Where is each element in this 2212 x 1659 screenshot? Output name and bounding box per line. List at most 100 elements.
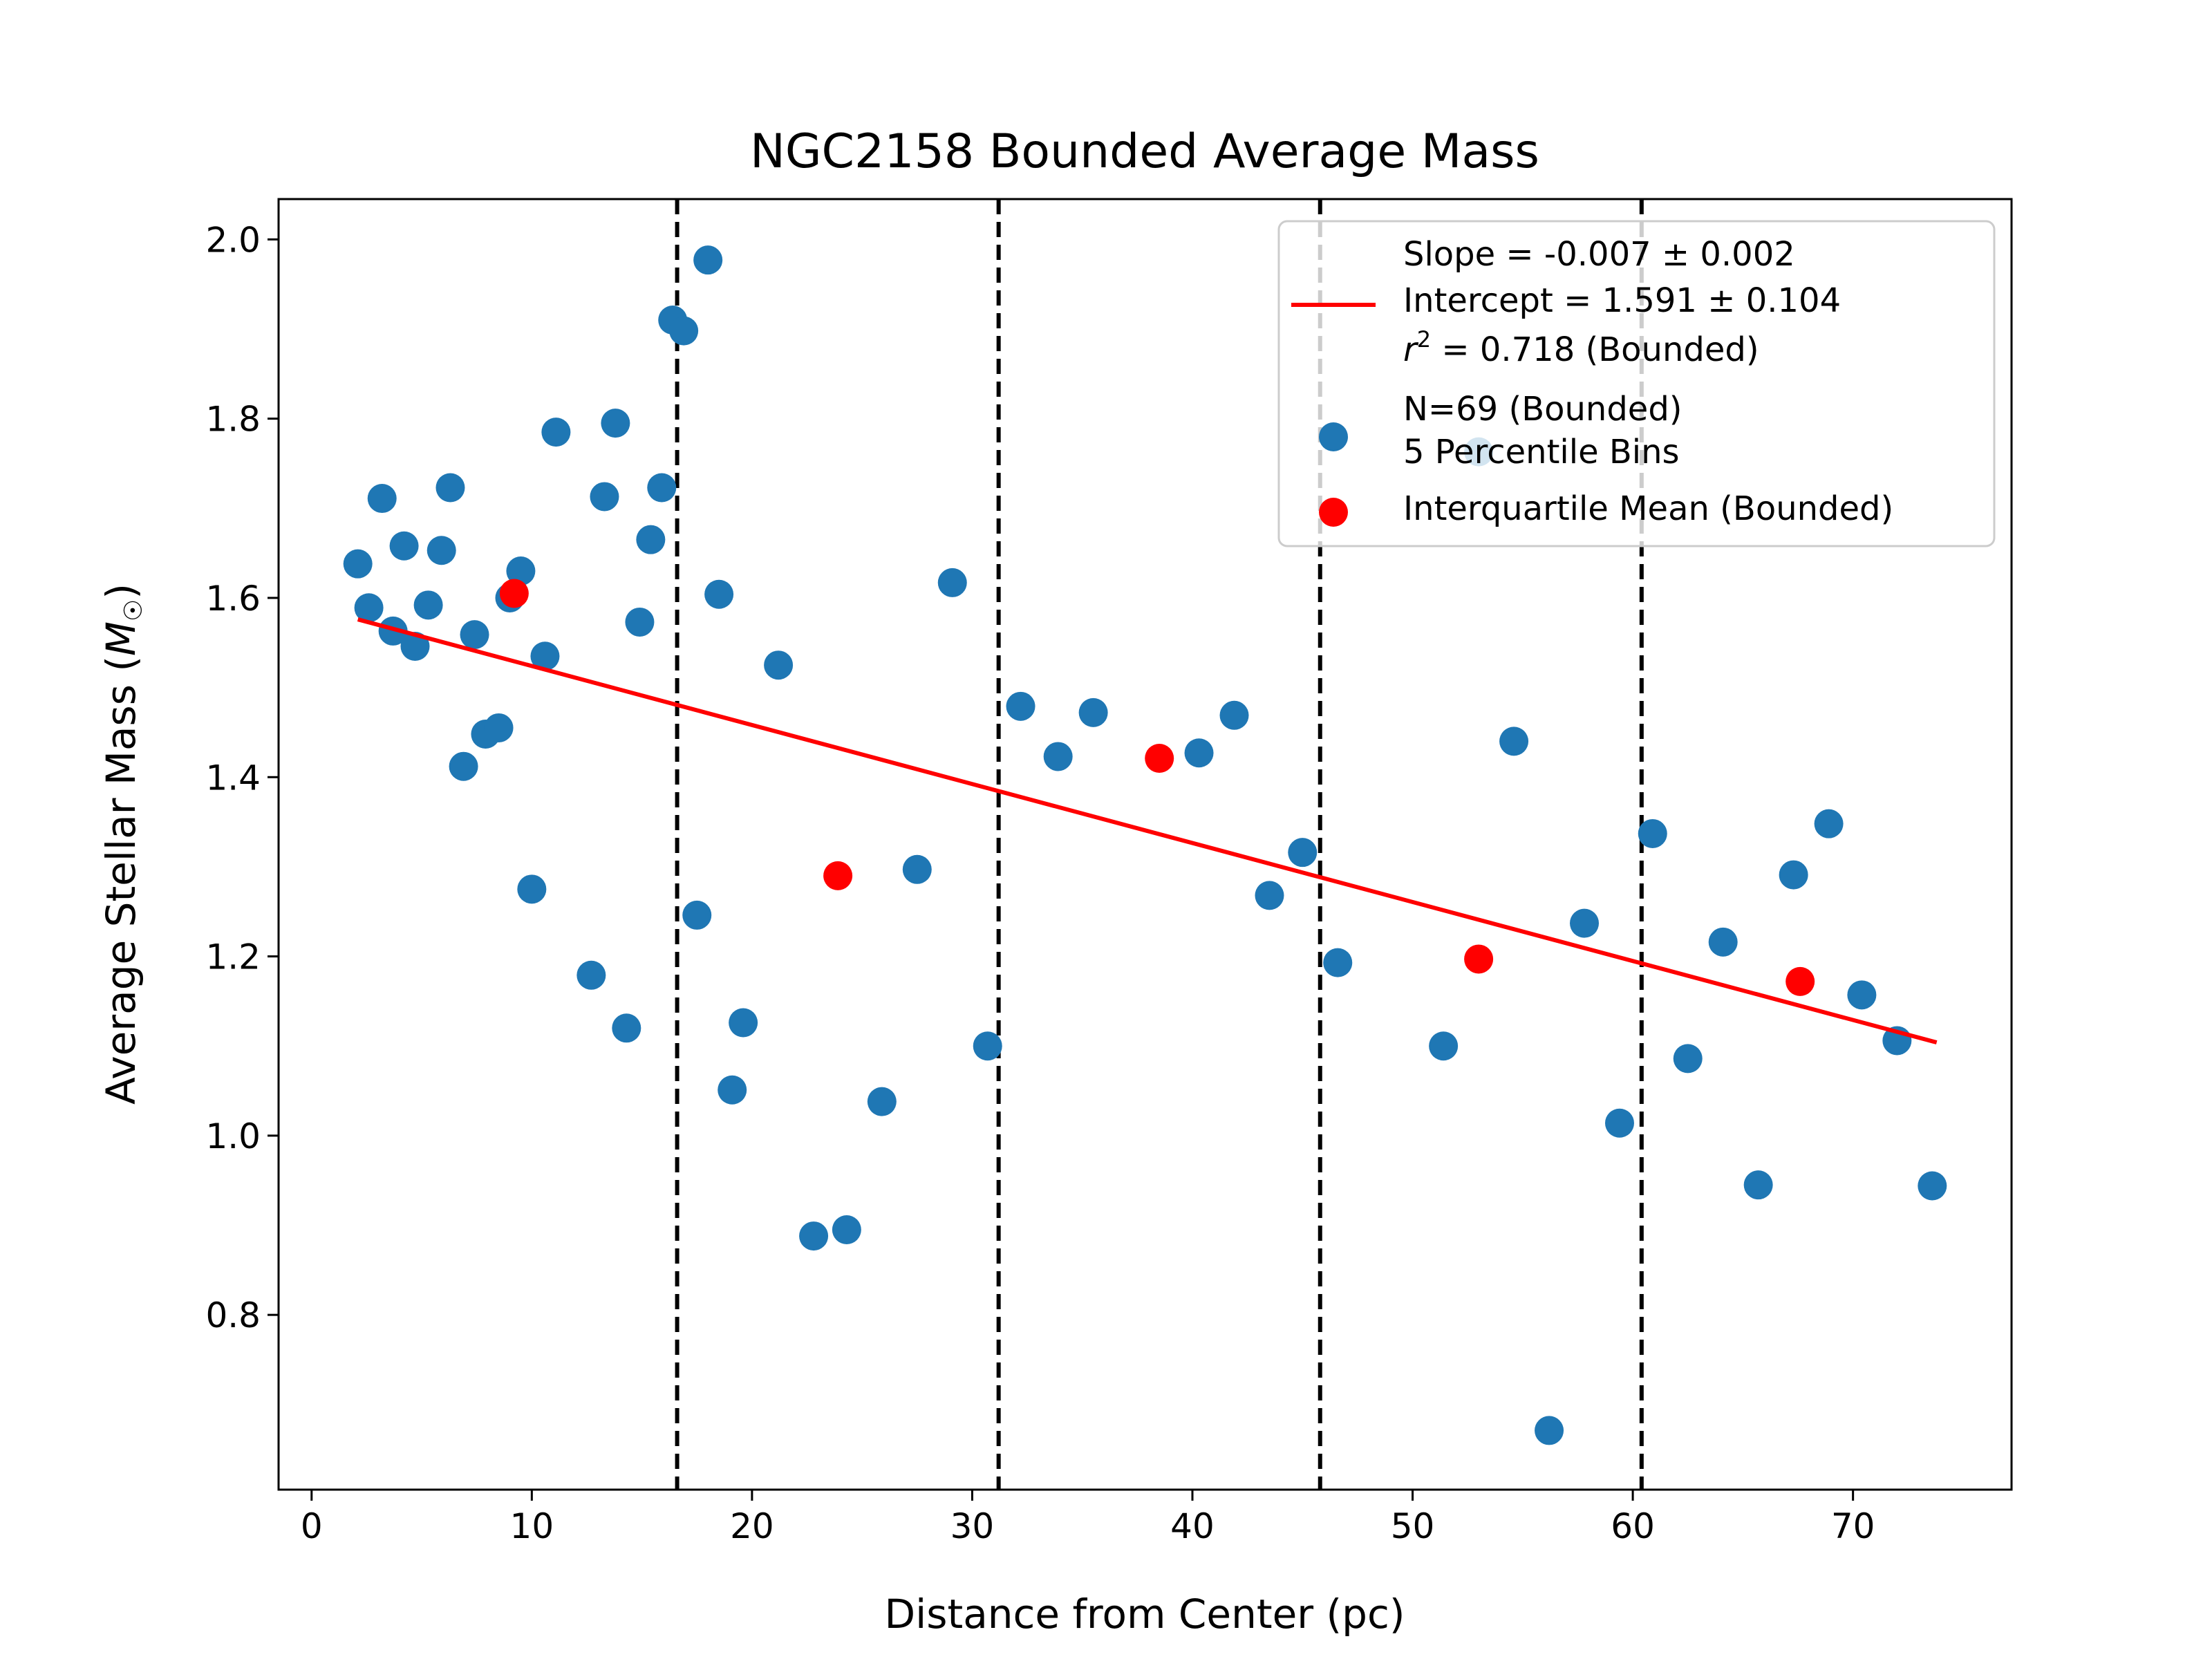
data-point: [867, 1087, 897, 1116]
y-axis-label: Average Stellar Mass (M☉): [97, 583, 148, 1105]
data-point: [937, 568, 967, 597]
x-axis-ticks: 0 10 20 30 40 50 60 70: [301, 1490, 1875, 1546]
plot-frame: [277, 198, 2013, 1491]
data-point: [1078, 697, 1108, 727]
data-point: [1918, 1171, 1947, 1201]
data-point: [612, 1013, 641, 1043]
y-tick-label: 1.2: [205, 937, 261, 977]
data-point: [647, 473, 677, 503]
data-point: [1570, 908, 1600, 938]
x-tick-label: 60: [1611, 1506, 1655, 1546]
data-point: [1255, 881, 1284, 910]
data-point: [625, 607, 655, 637]
data-point: [541, 418, 571, 447]
data-point: [636, 525, 666, 554]
data-point: [413, 590, 443, 620]
legend-points-count: N=69 (Bounded): [1403, 390, 1683, 429]
legend-means-swatch: [1319, 498, 1348, 527]
data-point: [682, 900, 712, 930]
data-point: [902, 854, 932, 884]
legend-fit-r2: r2 = 0.718 (Bounded): [1403, 326, 1759, 369]
y-tick-label: 1.8: [205, 400, 261, 440]
data-point: [1288, 838, 1318, 868]
data-point: [590, 482, 619, 512]
x-tick-label: 40: [1170, 1506, 1215, 1546]
y-tick-label: 1.0: [205, 1116, 261, 1156]
data-point: [435, 473, 465, 503]
legend-points-swatch: [1319, 422, 1348, 451]
data-point: [506, 556, 536, 586]
y-axis-label-symbol: M: [97, 621, 144, 656]
chart-title: NGC2158 Bounded Average Mass: [750, 124, 1539, 179]
data-point: [449, 751, 478, 781]
legend-r2-value: = 0.718 (Bounded): [1431, 330, 1759, 369]
x-axis-label: Distance from Center (pc): [884, 1591, 1405, 1638]
data-point: [718, 1075, 747, 1105]
legend-fit-intercept: Intercept = 1.591 ± 0.104: [1403, 281, 1841, 320]
data-point: [1323, 948, 1353, 977]
interquartile-means: [499, 579, 1815, 996]
legend: Slope = -0.007 ± 0.002 Intercept = 1.591…: [1277, 220, 1996, 547]
legend-fit-slope: Slope = -0.007 ± 0.002: [1403, 235, 1795, 274]
x-tick-label: 30: [950, 1506, 995, 1546]
y-tick-label: 1.6: [205, 579, 261, 619]
data-point: [1184, 738, 1214, 768]
y-axis-label-close: ): [97, 583, 144, 599]
mean-point: [499, 579, 529, 608]
data-point: [704, 579, 734, 609]
data-point: [764, 650, 794, 680]
data-point: [1847, 980, 1877, 1010]
x-tick-label: 0: [301, 1506, 323, 1546]
data-point: [400, 631, 430, 661]
data-point: [460, 620, 489, 650]
y-axis-label-main: Average Stellar Mass (: [97, 656, 144, 1105]
x-tick-label: 20: [730, 1506, 774, 1546]
data-point: [1604, 1108, 1634, 1138]
data-point: [1673, 1044, 1703, 1074]
mean-point: [823, 861, 853, 890]
data-point: [517, 874, 547, 904]
fit-line: [357, 617, 1938, 1044]
data-point: [1814, 809, 1844, 838]
data-point: [577, 960, 606, 990]
data-point: [530, 641, 560, 671]
data-point: [669, 316, 699, 346]
data-point: [1006, 691, 1035, 721]
data-point: [427, 536, 456, 565]
scatter-points: [343, 245, 1947, 1445]
y-tick-label: 2.0: [205, 220, 261, 260]
data-point: [1499, 727, 1529, 756]
data-point: [1043, 742, 1073, 771]
y-tick-label: 1.4: [205, 758, 261, 798]
mean-point: [1145, 744, 1174, 774]
mean-point: [1785, 966, 1815, 996]
data-point: [367, 484, 397, 514]
mean-point: [1464, 944, 1494, 974]
data-point: [1638, 818, 1667, 848]
data-point: [378, 616, 408, 646]
data-point: [354, 593, 384, 623]
data-point: [1779, 860, 1808, 890]
data-point: [601, 409, 630, 438]
data-point: [343, 549, 373, 579]
x-tick-label: 70: [1831, 1506, 1875, 1546]
data-point: [484, 713, 514, 742]
legend-r-superscript: 2: [1417, 326, 1431, 353]
data-point: [1429, 1031, 1459, 1061]
fit-layer: [357, 617, 1938, 1044]
data-point: [389, 531, 419, 561]
data-point: [729, 1008, 758, 1038]
x-tick-label: 10: [510, 1506, 554, 1546]
y-axis-label-subscript: ☉: [120, 599, 148, 621]
legend-points-bins: 5 Percentile Bins: [1403, 433, 1680, 471]
data-point: [693, 245, 723, 275]
data-point: [1743, 1170, 1773, 1200]
data-point: [1219, 700, 1249, 730]
y-tick-label: 0.8: [205, 1295, 261, 1335]
legend-means-label: Interquartile Mean (Bounded): [1403, 489, 1893, 528]
data-point: [1708, 927, 1738, 957]
y-axis-ticks: 0.8 1.0 1.2 1.4 1.6 1.8 2.0: [205, 220, 279, 1335]
data-point: [1535, 1416, 1564, 1445]
legend-box: [1277, 220, 1996, 547]
